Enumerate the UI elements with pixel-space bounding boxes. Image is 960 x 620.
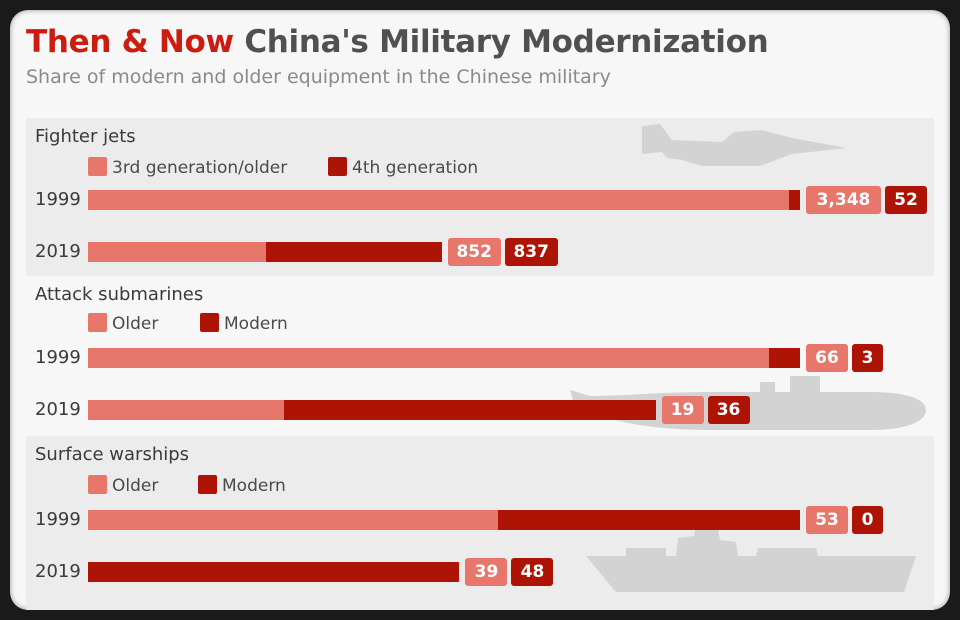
value-label-1999-older: 66 xyxy=(806,344,848,372)
legend-label-modern: 4th generation xyxy=(352,158,479,178)
legend-swatch-modern xyxy=(198,475,217,494)
value-label-1999-modern: 52 xyxy=(885,186,927,214)
chart-subtitle: Share of modern and older equipment in t… xyxy=(26,66,611,88)
bar-1999-modern xyxy=(498,510,800,530)
title-accent: Then & Now xyxy=(26,24,234,60)
legend-label-older: Older xyxy=(112,476,159,496)
value-label-1999-modern: 3 xyxy=(852,344,883,372)
bar-1999-modern xyxy=(769,348,800,368)
legend-item-modern: 4th generation xyxy=(328,157,478,179)
legend-item-older: 3rd generation/older xyxy=(88,157,287,179)
section-title: Fighter jets xyxy=(35,126,136,147)
value-label-1999-older: 3,348 xyxy=(806,186,881,214)
value-label-2019-modern: 837 xyxy=(504,238,558,266)
year-label-1999: 1999 xyxy=(35,509,81,530)
section-fighter-jets: Fighter jets 3rd generation/older 4th ge… xyxy=(26,118,934,276)
chart-title: Then & Now China's Military Modernizatio… xyxy=(26,24,769,60)
bar-2019-modern xyxy=(266,242,442,262)
year-label-2019: 2019 xyxy=(35,399,81,420)
legend-swatch-older xyxy=(88,475,107,494)
warship-icon xyxy=(586,516,916,592)
section-surface-warships: Surface warships Older Modern 1999 2019 … xyxy=(26,436,934,610)
year-label-2019: 2019 xyxy=(35,561,81,582)
legend-label-modern: Modern xyxy=(224,314,288,334)
legend-label-modern: Modern xyxy=(222,476,286,496)
value-label-2019-modern: 36 xyxy=(707,396,750,424)
bar-2019-modern xyxy=(88,562,460,582)
value-label-2019-older: 852 xyxy=(447,238,501,266)
title-rest: China's Military Modernization xyxy=(244,24,769,60)
legend-swatch-older xyxy=(88,157,107,176)
bar-1999-modern xyxy=(789,190,800,210)
year-label-2019: 2019 xyxy=(35,241,81,262)
value-label-1999-older: 53 xyxy=(806,506,848,534)
legend-item-modern: Modern xyxy=(198,475,286,497)
legend-swatch-older xyxy=(88,313,107,332)
chart-card: Then & Now China's Military Modernizatio… xyxy=(10,10,950,610)
legend-swatch-modern xyxy=(328,157,347,176)
legend-label-older: 3rd generation/older xyxy=(112,158,288,178)
bar-1999-older xyxy=(88,348,770,368)
section-title: Surface warships xyxy=(35,444,190,465)
legend-swatch-modern xyxy=(200,313,219,332)
bar-2019-older xyxy=(88,242,267,262)
bar-2019-modern xyxy=(284,400,656,420)
legend-item-modern: Modern xyxy=(200,313,288,335)
bar-1999-older xyxy=(88,510,499,530)
bar-1999-older xyxy=(88,190,790,210)
section-title: Attack submarines xyxy=(35,284,204,305)
value-label-1999-modern: 0 xyxy=(852,506,883,534)
value-label-2019-older: 39 xyxy=(465,558,508,586)
legend-label-older: Older xyxy=(112,314,159,334)
value-label-2019-older: 19 xyxy=(661,396,704,424)
fighter-jet-icon xyxy=(642,124,847,166)
bar-2019-older xyxy=(88,400,285,420)
year-label-1999: 1999 xyxy=(35,347,81,368)
legend-item-older: Older xyxy=(88,475,158,497)
year-label-1999: 1999 xyxy=(35,189,81,210)
legend-item-older: Older xyxy=(88,313,158,335)
section-attack-submarines: Attack submarines Older Modern 1999 2019… xyxy=(26,276,934,436)
value-label-2019-modern: 48 xyxy=(511,558,554,586)
